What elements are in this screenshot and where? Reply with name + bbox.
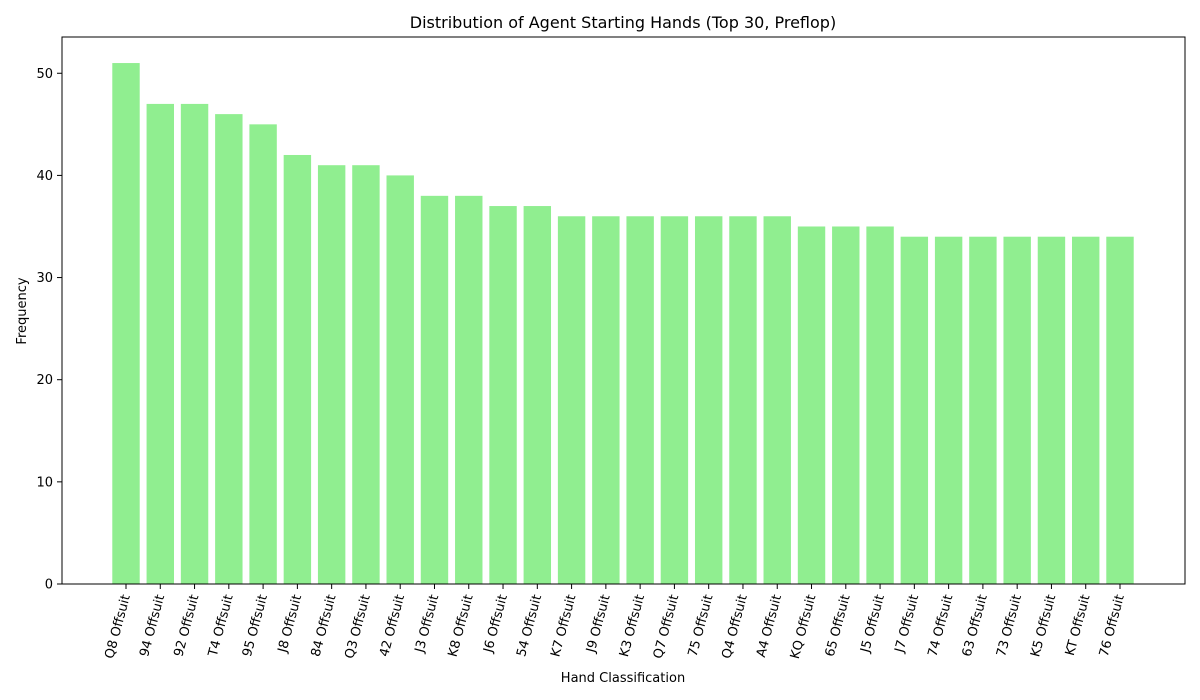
bar-20 xyxy=(797,226,826,585)
bar-29 xyxy=(1106,236,1134,584)
x-tick-label: 75 Offsuit xyxy=(686,593,717,658)
x-tick-label: KQ Offsuit xyxy=(788,593,820,660)
bar-0 xyxy=(112,63,140,585)
x-tick-label: 84 Offsuit xyxy=(309,593,340,658)
x-tick-label: 94 Offsuit xyxy=(137,593,168,658)
bar-22 xyxy=(866,226,894,585)
plot-frame xyxy=(61,36,1186,585)
bar-3 xyxy=(215,114,243,585)
x-tick-label: 74 Offsuit xyxy=(926,593,957,658)
x-tick-label: J3 Offsuit xyxy=(412,593,442,655)
y-axis-label: Frequency xyxy=(15,277,30,344)
bar-14 xyxy=(592,216,620,584)
x-tick-label: K5 Offsuit xyxy=(1028,593,1059,659)
bar-19 xyxy=(763,216,791,584)
x-tick-label: K8 Offsuit xyxy=(446,593,477,659)
bar-28 xyxy=(1072,236,1100,584)
x-tick-label: 76 Offsuit xyxy=(1097,593,1128,658)
x-tick-label: K3 Offsuit xyxy=(617,593,648,659)
bar-27 xyxy=(1037,236,1066,584)
y-tick-label: 40 xyxy=(36,169,53,184)
x-tick-label: K7 Offsuit xyxy=(548,593,579,659)
bar-25 xyxy=(969,236,997,584)
x-tick-label: KT Offsuit xyxy=(1063,593,1094,657)
y-tick-label: 30 xyxy=(36,271,53,286)
x-tick-label: 42 Offsuit xyxy=(377,593,408,658)
x-axis-ticks: Q8 Offsuit 94 Offsuit 92 Offsuit T4 Offsuit… xyxy=(102,584,1128,661)
x-tick-label: T4 Offsuit xyxy=(206,593,237,659)
x-tick-label: 95 Offsuit xyxy=(240,593,271,658)
y-tick-label: 20 xyxy=(36,373,53,388)
bar-26 xyxy=(1003,236,1031,584)
x-tick-label: 54 Offsuit xyxy=(514,593,545,658)
chart-title: Distribution of Agent Starting Hands (To… xyxy=(410,13,836,32)
bar-24 xyxy=(934,236,963,584)
x-tick-label: J5 Offsuit xyxy=(858,593,888,655)
x-tick-label: 63 Offsuit xyxy=(960,593,991,658)
bar-7 xyxy=(352,165,380,584)
x-tick-label: Q7 Offsuit xyxy=(651,593,682,660)
bars-group xyxy=(112,63,1134,585)
bar-23 xyxy=(900,236,929,584)
x-axis-label: Hand Classification xyxy=(561,671,685,686)
bar-1 xyxy=(146,103,174,584)
x-tick-label: Q4 Offsuit xyxy=(719,593,750,660)
x-tick-label: Q8 Offsuit xyxy=(102,593,133,660)
bar-10 xyxy=(455,195,483,584)
bar-11 xyxy=(489,206,517,585)
bar-4 xyxy=(249,124,277,584)
bar-2 xyxy=(180,103,209,584)
x-tick-label: J8 Offsuit xyxy=(275,593,305,655)
bar-15 xyxy=(626,216,654,584)
x-tick-label: J6 Offsuit xyxy=(481,593,511,655)
bar-13 xyxy=(557,216,586,584)
x-tick-label: J7 Offsuit xyxy=(892,593,922,655)
y-tick-label: 50 xyxy=(36,67,53,82)
y-axis-ticks: 0 10 20 30 40 50 xyxy=(36,67,62,593)
bar-16 xyxy=(660,216,689,584)
x-tick-label: J9 Offsuit xyxy=(584,593,614,655)
x-tick-label: 92 Offsuit xyxy=(171,593,202,658)
bar-5 xyxy=(283,154,312,585)
x-tick-label: Q3 Offsuit xyxy=(342,593,373,660)
x-tick-label: 65 Offsuit xyxy=(823,593,854,658)
bar-6 xyxy=(317,165,346,584)
bar-18 xyxy=(729,216,757,584)
y-tick-label: 10 xyxy=(36,475,53,490)
bar-9 xyxy=(420,195,449,584)
bar-12 xyxy=(523,206,552,585)
bar-8 xyxy=(386,175,414,584)
x-tick-label: 73 Offsuit xyxy=(994,593,1025,658)
x-tick-label: A4 Offsuit xyxy=(754,593,785,659)
y-tick-label: 0 xyxy=(45,578,53,593)
bar-17 xyxy=(694,216,723,584)
bar-21 xyxy=(832,226,860,585)
